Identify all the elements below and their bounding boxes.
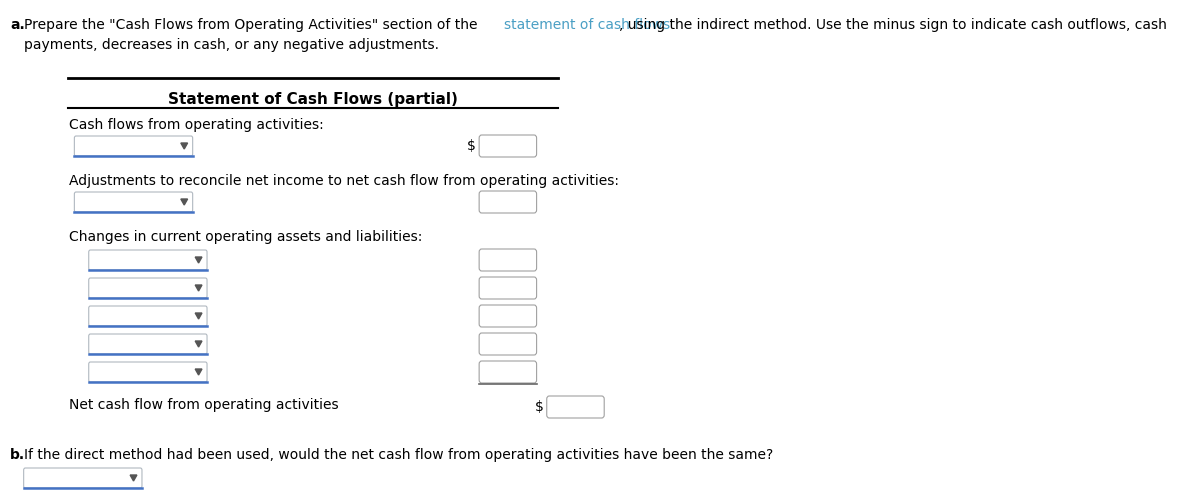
Text: statement of cash flows: statement of cash flows (504, 18, 671, 32)
Text: $: $ (534, 400, 544, 414)
Text: Prepare the "Cash Flows from Operating Activities" section of the: Prepare the "Cash Flows from Operating A… (24, 18, 481, 32)
Text: , using the indirect method. Use the minus sign to indicate cash outflows, cash: , using the indirect method. Use the min… (619, 18, 1168, 32)
Polygon shape (181, 143, 187, 149)
Text: Net cash flow from operating activities: Net cash flow from operating activities (70, 398, 338, 412)
FancyBboxPatch shape (479, 135, 536, 157)
FancyBboxPatch shape (89, 278, 208, 298)
FancyBboxPatch shape (89, 306, 208, 326)
Polygon shape (196, 341, 202, 347)
Text: Adjustments to reconcile net income to net cash flow from operating activities:: Adjustments to reconcile net income to n… (70, 174, 619, 188)
FancyBboxPatch shape (479, 249, 536, 271)
FancyBboxPatch shape (89, 362, 208, 382)
Polygon shape (196, 313, 202, 319)
Text: b.: b. (10, 448, 25, 462)
Polygon shape (196, 285, 202, 291)
FancyBboxPatch shape (89, 334, 208, 354)
Text: payments, decreases in cash, or any negative adjustments.: payments, decreases in cash, or any nega… (24, 38, 439, 52)
FancyBboxPatch shape (479, 191, 536, 213)
Polygon shape (196, 369, 202, 375)
Text: Changes in current operating assets and liabilities:: Changes in current operating assets and … (70, 230, 422, 244)
FancyBboxPatch shape (89, 250, 208, 270)
FancyBboxPatch shape (479, 277, 536, 299)
Polygon shape (130, 475, 137, 481)
FancyBboxPatch shape (24, 468, 142, 488)
Polygon shape (181, 199, 187, 205)
Text: $: $ (467, 139, 475, 153)
Text: a.: a. (10, 18, 25, 32)
FancyBboxPatch shape (479, 333, 536, 355)
FancyBboxPatch shape (479, 361, 536, 383)
FancyBboxPatch shape (74, 192, 193, 212)
FancyBboxPatch shape (74, 136, 193, 156)
FancyBboxPatch shape (479, 305, 536, 327)
Text: If the direct method had been used, would the net cash flow from operating activ: If the direct method had been used, woul… (24, 448, 773, 462)
Text: Statement of Cash Flows (partial): Statement of Cash Flows (partial) (168, 92, 457, 107)
FancyBboxPatch shape (547, 396, 605, 418)
Polygon shape (196, 257, 202, 263)
Text: Cash flows from operating activities:: Cash flows from operating activities: (70, 118, 324, 132)
